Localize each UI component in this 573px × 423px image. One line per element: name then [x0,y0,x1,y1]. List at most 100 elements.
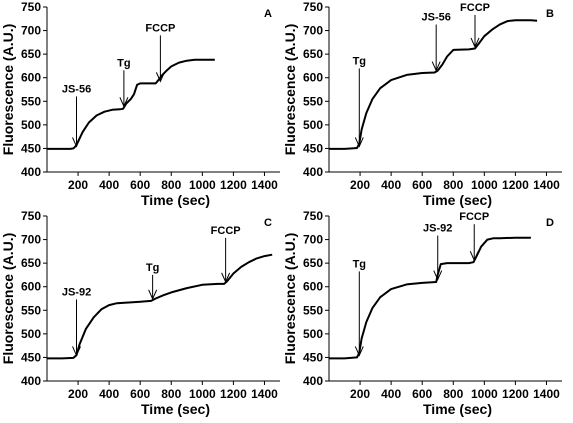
x-tick-label: 200 [68,387,88,401]
annotation-arrowhead [433,270,443,281]
y-tick-label: 400 [303,165,323,179]
chart-panel-b: 400 450 500 550 600 650 700 750 200 400 600 800 1000… [282,0,562,208]
chart-panel-c: 400 450 500 550 600 650 700 750 200 400 600 800 1000… [0,209,280,417]
y-tick-label: 550 [303,94,323,108]
annotation-arrowhead [221,272,231,284]
annotation-arrowhead [72,137,81,148]
annotation-arrowhead [148,289,158,301]
y-tick-label: 550 [303,303,323,317]
y-tick-label: 650 [303,256,323,270]
x-tick-label: 1400 [251,178,278,192]
y-tick-label: 700 [303,233,323,247]
x-tick-label: 400 [99,387,119,401]
x-tick-label: 600 [130,387,150,401]
annotation-label: Tg [117,57,130,69]
y-tick-label: 750 [21,0,41,14]
annotation-label: JS-92 [423,223,452,235]
y-tick-label: 700 [303,24,323,38]
annotation-arrowhead [72,346,81,357]
x-tick-label: 800 [443,178,463,192]
annotation-label: FCCP [145,22,175,34]
x-tick-label: 1400 [251,387,278,401]
x-axis-title: Time (sec) [423,401,492,417]
y-tick-label: 700 [21,24,41,38]
y-tick-label: 400 [21,165,41,179]
x-tick-label: 200 [350,178,370,192]
x-tick-label: 400 [381,387,401,401]
x-tick-label: 1000 [471,178,498,192]
x-tick-label: 1400 [533,387,560,401]
y-tick-label: 600 [21,71,41,85]
chart-panel-a: 400 450 500 550 600 650 700 750 200 400 600 800 1000… [0,0,280,208]
annotation-arrowhead [431,61,441,72]
x-tick-label: 400 [99,178,119,192]
y-tick-label: 450 [21,141,41,155]
panel-label: A [264,8,272,20]
y-tick-label: 750 [303,209,323,223]
y-tick-label: 500 [303,327,323,341]
y-tick-label: 450 [303,350,323,364]
x-tick-label: 400 [381,178,401,192]
chart-panel-d: 400 450 500 550 600 650 700 750 200 400 600 800 1000… [282,209,562,417]
x-tick-label: 1200 [220,178,247,192]
x-tick-label: 1000 [189,387,216,401]
x-tick-label: 1000 [471,387,498,401]
y-tick-label: 600 [303,71,323,85]
y-axis-title: Fluorescence (A.U.) [282,233,298,364]
x-tick-label: 1400 [533,178,560,192]
x-tick-label: 600 [412,387,432,401]
x-axis-title: Time (sec) [423,192,492,208]
fluorescence-trace [47,58,215,150]
annotation-label: JS-56 [422,12,451,24]
y-tick-label: 650 [21,47,41,61]
x-tick-label: 600 [130,178,150,192]
y-tick-label: 550 [21,303,41,317]
y-tick-label: 650 [303,47,323,61]
x-tick-label: 1000 [189,178,216,192]
annotation-arrowhead [354,346,364,357]
annotation-label: FCCP [211,225,241,237]
y-tick-label: 750 [21,209,41,223]
x-tick-label: 800 [443,387,463,401]
y-tick-label: 450 [21,350,41,364]
y-tick-label: 750 [303,0,323,14]
x-tick-label: 1200 [502,387,529,401]
annotation-label: FCCP [460,2,490,14]
annotation-arrowhead [469,250,479,262]
annotation-label: JS-56 [62,83,91,95]
x-tick-label: 1200 [502,178,529,192]
x-axis-title: Time (sec) [141,192,210,208]
annotation-arrowhead [119,97,129,108]
annotation-label: JS-92 [62,286,91,298]
panel-label: C [264,217,272,229]
annotation-arrowhead [155,72,165,83]
x-tick-label: 800 [161,178,181,192]
y-tick-label: 400 [303,374,323,388]
y-tick-label: 500 [21,327,41,341]
y-tick-label: 550 [21,94,41,108]
y-tick-label: 450 [303,141,323,155]
y-tick-label: 600 [21,280,41,294]
y-axis-title: Fluorescence (A.U.) [0,233,16,364]
fluorescence-trace [329,19,538,150]
annotation-label: Tg [146,262,159,274]
y-tick-label: 500 [21,118,41,132]
y-axis-title: Fluorescence (A.U.) [282,24,298,155]
y-axis-title: Fluorescence (A.U.) [0,24,16,155]
x-tick-label: 800 [161,387,181,401]
x-tick-label: 200 [68,178,88,192]
annotation-label: Tg [353,55,366,67]
y-tick-label: 700 [21,233,41,247]
panel-label: B [546,8,554,20]
panel-label: D [546,217,554,229]
y-tick-label: 500 [303,118,323,132]
x-tick-label: 200 [350,387,370,401]
annotation-arrowhead [354,137,364,148]
y-tick-label: 600 [303,280,323,294]
x-axis-title: Time (sec) [141,401,210,417]
y-tick-label: 650 [21,256,41,270]
y-tick-label: 400 [21,374,41,388]
annotation-label: Tg [353,258,366,270]
fluorescence-trace [47,253,273,360]
